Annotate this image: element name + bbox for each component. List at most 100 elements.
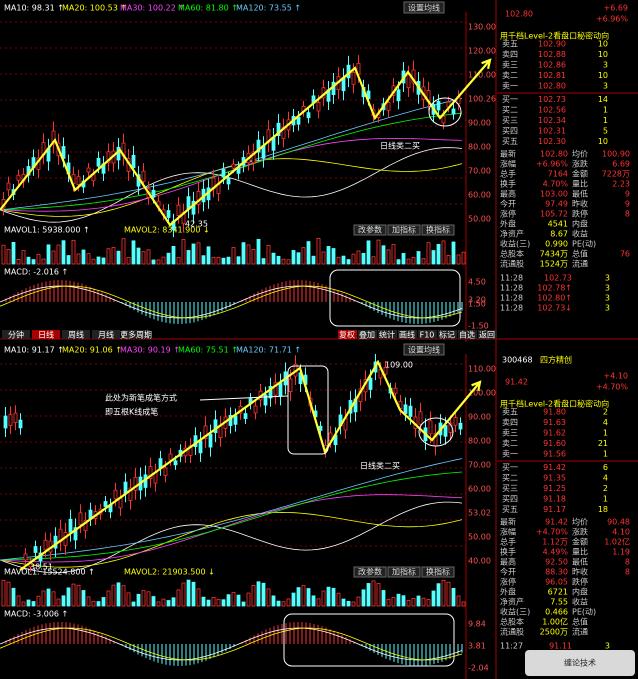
level2-link[interactable]: 用千档Level-2看盘口秘密动向 (500, 399, 609, 409)
tab[interactable] (62, 330, 90, 339)
ma-label: MA30: 100.22 ↑ (120, 4, 185, 13)
tool-tab[interactable]: 统计 (379, 330, 395, 340)
trade-price: 102.80↑ (537, 294, 572, 303)
ma-label: MA30: 90.19 ↑ (120, 346, 180, 355)
candle-body (73, 527, 78, 541)
volume-bar (91, 600, 96, 607)
tab[interactable] (358, 330, 377, 339)
stat-label: 昨收 (572, 199, 588, 209)
stat-label: 总股本 (500, 617, 524, 627)
volume-label: MAVOL1: 15524.800 ↑ (4, 568, 95, 577)
ma-button[interactable]: 设置均线 (408, 3, 440, 13)
tool-tab[interactable]: 标记 (439, 330, 455, 340)
tool-tab[interactable]: F10 (420, 331, 435, 340)
candle-body (221, 169, 226, 178)
volume-bar (76, 584, 81, 607)
highlight (283, 613, 455, 667)
period-tab[interactable]: 日线 (38, 330, 54, 340)
indicator-button[interactable]: 加指标 (392, 567, 416, 577)
volume-bar (366, 583, 371, 607)
tab[interactable] (92, 330, 120, 339)
button[interactable] (387, 566, 421, 578)
price-tick: 60.00 (468, 191, 491, 200)
level2-link[interactable]: 用千档Level-2看盘口秘密动向 (500, 31, 609, 41)
tool-tab[interactable]: 复权 (339, 330, 355, 340)
tab[interactable] (478, 330, 497, 339)
volume-bar (171, 597, 176, 607)
volume-bar (276, 255, 281, 265)
pointer (199, 395, 289, 401)
volume-bar (121, 238, 126, 265)
volume-bar (421, 597, 426, 607)
volume-bar (316, 598, 321, 607)
tab[interactable] (458, 330, 477, 339)
indicator-button[interactable]: 换指标 (426, 225, 450, 235)
book-side: 买三 (502, 484, 518, 493)
period-tab[interactable]: 月线 (98, 330, 114, 340)
price-tick: 110.00 (468, 365, 496, 374)
tab[interactable] (438, 330, 457, 339)
button[interactable] (403, 1, 445, 14)
tab[interactable] (338, 330, 357, 339)
annotation: 此处为新笔成笔方式 (105, 393, 177, 403)
period-tab[interactable]: 分钟 (8, 330, 24, 340)
indicator-button[interactable]: 加指标 (392, 225, 416, 235)
indicator-button[interactable]: 改参数 (358, 225, 382, 235)
macd-tick: -1.50 (468, 322, 489, 331)
volume-bar (86, 253, 91, 265)
button[interactable] (387, 224, 421, 236)
book-price: 91.17 (543, 505, 566, 514)
tool-tab[interactable]: 画线 (399, 330, 415, 340)
book-volume: 1 (603, 495, 608, 504)
volume-bar (101, 597, 106, 607)
volume-bar (91, 258, 96, 265)
volume-bar (41, 590, 46, 607)
button[interactable] (403, 343, 445, 356)
tab[interactable] (122, 330, 150, 339)
button[interactable] (421, 566, 455, 578)
tab[interactable] (378, 330, 397, 339)
tool-tab[interactable]: 自选 (459, 330, 475, 340)
candle-body (18, 419, 23, 429)
period-tab[interactable]: 更多周期 (120, 330, 152, 340)
annotation: 即五根K线成笔 (105, 407, 158, 417)
ma-button[interactable]: 设置均线 (408, 345, 440, 355)
volume-bar (201, 255, 206, 265)
ma-label: MA60: 75.51 ↑ (178, 346, 238, 355)
tab[interactable] (32, 330, 60, 339)
button[interactable] (353, 566, 387, 578)
book-side: 买三 (502, 116, 518, 125)
stat-value: 7164 (548, 170, 568, 179)
indicator-button[interactable]: 改参数 (358, 567, 382, 577)
stat-value: 8 (625, 558, 630, 567)
low-label: 38.51 (30, 563, 53, 572)
candle-body (251, 151, 256, 164)
tab[interactable] (2, 330, 30, 339)
trade-volume: 3 (605, 284, 610, 293)
tool-tab[interactable]: 叠加 (359, 330, 375, 340)
indicator-button[interactable]: 换指标 (426, 567, 450, 577)
stat-label: PE(动) (572, 239, 596, 249)
button[interactable] (353, 224, 387, 236)
stat-label: 涨跌 (572, 527, 588, 537)
button[interactable] (421, 224, 455, 236)
volume-bar (451, 587, 456, 607)
stat-value: 0.990 (545, 240, 568, 249)
period-tab[interactable]: 周线 (68, 330, 84, 340)
tab[interactable] (398, 330, 417, 339)
tab[interactable] (418, 330, 437, 339)
last-price: 102.80 (505, 10, 533, 19)
tool-tab[interactable]: 返回 (479, 331, 495, 340)
volume-bar (21, 250, 26, 265)
stat-label: 内盘 (572, 219, 588, 229)
volume-bar (111, 247, 116, 265)
volume-bar (461, 601, 466, 607)
candle-body (103, 501, 108, 507)
candle-body (383, 366, 388, 375)
volume-bar (301, 585, 306, 607)
trade-volume: 3 (605, 304, 610, 313)
volume-bar (431, 590, 436, 607)
volume-bar (416, 251, 421, 265)
change-pct: +6.96% (596, 15, 629, 24)
volume-bar (446, 255, 451, 265)
